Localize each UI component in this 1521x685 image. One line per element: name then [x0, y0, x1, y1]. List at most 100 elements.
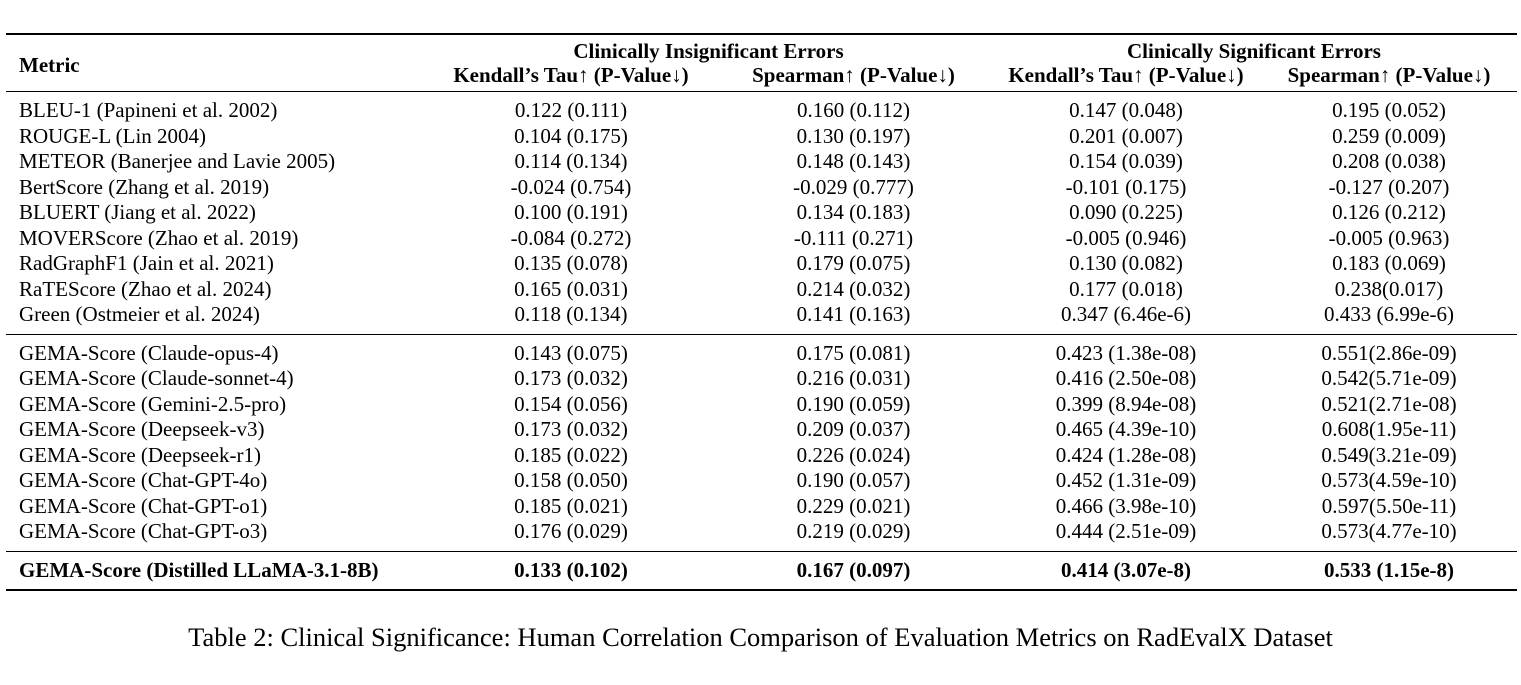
- table-row: RadGraphF1 (Jain et al. 2021) 0.135 (0.07…: [6, 251, 1517, 277]
- table-row: BertScore (Zhang et al. 2019) -0.024 (0.7…: [6, 175, 1517, 201]
- sig-spearman-cell: 0.195 (0.052): [1261, 91, 1517, 124]
- insig-kendall-cell: 0.135 (0.078): [514, 251, 628, 275]
- sig-spearman-cell: 0.573(4.59e-10): [1321, 468, 1457, 492]
- metric-cell: BLUERT (Jiang et al. 2022): [19, 200, 256, 224]
- insig-kendall-cell: 0.100 (0.191): [514, 200, 628, 224]
- metric-cell: BLEU-1 (Papineni et al. 2002): [6, 91, 426, 124]
- insig-kendall-cell: 0.118 (0.134): [514, 302, 628, 326]
- metric-cell: GEMA-Score (Gemini-2.5-pro): [19, 391, 287, 416]
- insig-spearman-cell: 0.190 (0.059): [796, 391, 911, 416]
- sig-spearman-cell: 0.208 (0.038): [1332, 149, 1446, 173]
- table-header: Metric Clinically Insignificant Errors C…: [6, 33, 1517, 92]
- insig-kendall-cell: 0.122 (0.111): [426, 91, 716, 124]
- metric-cell: Green (Ostmeier et al. 2024): [19, 302, 260, 326]
- insig-spearman-cell: 0.130 (0.197): [796, 123, 911, 148]
- insig-spearman-cell: 0.216 (0.031): [796, 366, 911, 390]
- insig-kendall-cell: 0.154 (0.056): [514, 391, 628, 416]
- insig-kendall-cell: 0.165 (0.031): [514, 276, 628, 301]
- sig-spearman-cell: 0.549(3.21e-09): [1321, 442, 1457, 467]
- table-row: METEOR (Banerjee and Lavie 2005) 0.114 (0…: [6, 149, 1517, 175]
- header-group-row: Metric Clinically Insignificant Errors C…: [6, 33, 1517, 92]
- table-row: GEMA-Score (Chat-GPT-4o) 0.158 (0.050) 0.1…: [6, 468, 1517, 494]
- metric-cell: GEMA-Score (Deepseek-r1): [19, 442, 261, 467]
- sig-spearman-cell: 0.521(2.71e-08): [1321, 391, 1457, 416]
- table-row: GEMA-Score (Chat-GPT-o3) 0.176 (0.029) 0.2…: [6, 519, 1517, 551]
- sig-kendall-cell: 0.347 (6.46e-6): [1060, 302, 1192, 326]
- insig-kendall-cell: 0.185 (0.022): [514, 442, 628, 467]
- table-row: RaTEScore (Zhao et al. 2024) 0.165 (0.031…: [6, 277, 1517, 303]
- table-caption: Table 2: Clinical Significance: Human Co…: [188, 622, 1333, 652]
- sig-kendall-cell: -0.005 (0.946): [1065, 225, 1187, 250]
- sig-kendall-cell: 0.090 (0.225): [1069, 200, 1183, 224]
- header-sub-row: Kendall’s Tau↑ (P-Value↓) Spearman↑ (P-V…: [6, 63, 1517, 92]
- insig-kendall-cell: 0.104 (0.175): [514, 123, 628, 148]
- sig-spearman-cell: 0.259 (0.009): [1332, 123, 1446, 148]
- sig-spearman-cell: 0.597(5.50e-11): [1321, 493, 1457, 518]
- insig-spearman-cell: 0.219 (0.029): [796, 519, 911, 543]
- insig-kendall-cell: -0.024 (0.754): [510, 174, 632, 199]
- sig-kendall-cell: 0.130 (0.082): [1069, 251, 1183, 275]
- insig-kendall-cell: 0.133 (0.102): [426, 550, 716, 591]
- sig-kendall-cell: 0.147 (0.048): [991, 91, 1261, 124]
- insig-kendall-cell: 0.143 (0.075): [426, 333, 716, 366]
- table-row: GEMA-Score (Deepseek-v3) 0.173 (0.032) 0.2…: [6, 417, 1517, 443]
- sig-spearman-cell: -0.127 (0.207): [1328, 174, 1450, 199]
- group-header-insignificant: Clinically Insignificant Errors: [426, 33, 991, 63]
- insig-spearman-cell: 0.175 (0.081): [716, 333, 991, 366]
- insig-spearman-cell: 0.190 (0.057): [796, 468, 911, 492]
- insig-spearman-cell: -0.029 (0.777): [793, 174, 914, 199]
- metric-cell: GEMA-Score (Chat-GPT-o1): [19, 493, 268, 518]
- sig-kendall-cell: 0.465 (4.39e-10): [1055, 417, 1197, 441]
- sig-spearman-cell: 0.126 (0.212): [1332, 200, 1446, 224]
- metric-column-header: Metric: [6, 33, 426, 92]
- insig-spearman-cell: 0.214 (0.032): [796, 276, 911, 301]
- gema-score-block: GEMA-Score (Claude-opus-4) 0.143 (0.075) 0…: [6, 333, 1517, 551]
- metric-cell: MOVERScore (Zhao et al. 2019): [19, 225, 299, 250]
- sig-spearman-cell: 0.608(1.95e-11): [1321, 417, 1457, 441]
- insig-kendall-cell: 0.173 (0.032): [514, 366, 628, 390]
- metric-cell: GEMA-Score (Claude-opus-4): [6, 333, 426, 366]
- metric-cell: GEMA-Score (Deepseek-v3): [19, 417, 265, 441]
- table-row: BLUERT (Jiang et al. 2022) 0.100 (0.191) 0…: [6, 200, 1517, 226]
- table-row: MOVERScore (Zhao et al. 2019) -0.084 (0.2…: [6, 226, 1517, 252]
- metric-cell: GEMA-Score (Claude-sonnet-4): [19, 366, 294, 390]
- insig-kendall-cell: 0.158 (0.050): [514, 468, 628, 492]
- table-row: GEMA-Score (Claude-opus-4) 0.143 (0.075) 0…: [6, 333, 1517, 366]
- metric-cell: GEMA-Score (Chat-GPT-4o): [19, 468, 268, 492]
- insig-spearman-cell: 0.148 (0.143): [796, 149, 911, 173]
- sig-spearman-cell: 0.183 (0.069): [1332, 251, 1446, 275]
- results-table-wrapper: Metric Clinically Insignificant Errors C…: [6, 33, 1517, 591]
- insig-kendall-cell: 0.173 (0.032): [514, 417, 628, 441]
- sig-kendall-cell: 0.444 (2.51e-09): [1055, 519, 1197, 543]
- subheader-insig-spearman: Spearman↑ (P-Value↓): [752, 63, 955, 87]
- sig-spearman-cell: 0.551(2.86e-09): [1261, 333, 1517, 366]
- results-table: Metric Clinically Insignificant Errors C…: [6, 33, 1517, 591]
- sig-kendall-cell: 0.154 (0.039): [1069, 149, 1183, 173]
- table-row: GEMA-Score (Distilled LLaMA-3.1-8B) 0.133…: [6, 550, 1517, 591]
- baseline-metrics-block: BLEU-1 (Papineni et al. 2002) 0.122 (0.11…: [6, 91, 1517, 335]
- sig-kendall-cell: 0.414 (3.07e-8): [991, 550, 1261, 591]
- insig-kendall-cell: 0.185 (0.021): [514, 493, 628, 518]
- metric-cell: GEMA-Score (Chat-GPT-o3): [19, 519, 268, 543]
- sig-spearman-cell: 0.542(5.71e-09): [1321, 366, 1457, 390]
- sig-spearman-cell: -0.005 (0.963): [1328, 225, 1450, 250]
- subheader-sig-spearman: Spearman↑ (P-Value↓): [1287, 63, 1491, 87]
- table-row: GEMA-Score (Claude-sonnet-4) 0.173 (0.032…: [6, 366, 1517, 392]
- insig-spearman-cell: 0.167 (0.097): [716, 550, 991, 591]
- insig-spearman-cell: 0.209 (0.037): [796, 417, 911, 441]
- insig-spearman-cell: 0.179 (0.075): [796, 251, 911, 275]
- metric-cell: RadGraphF1 (Jain et al. 2021): [19, 251, 274, 275]
- insig-spearman-cell: 0.160 (0.112): [716, 91, 991, 124]
- sig-kendall-cell: -0.101 (0.175): [1065, 174, 1187, 199]
- table-row: BLEU-1 (Papineni et al. 2002) 0.122 (0.11…: [6, 91, 1517, 124]
- table-row: Green (Ostmeier et al. 2024) 0.118 (0.134…: [6, 302, 1517, 334]
- sig-spearman-cell: 0.433 (6.99e-6): [1323, 302, 1455, 326]
- insig-spearman-cell: 0.134 (0.183): [796, 200, 911, 224]
- insig-kendall-cell: 0.114 (0.134): [514, 149, 628, 173]
- sig-kendall-cell: 0.424 (1.28e-08): [1055, 442, 1197, 467]
- insig-spearman-cell: -0.111 (0.271): [793, 225, 914, 250]
- sig-kendall-cell: 0.452 (1.31e-09): [1055, 468, 1197, 492]
- sig-kendall-cell: 0.423 (1.38e-08): [991, 333, 1261, 366]
- sig-kendall-cell: 0.201 (0.007): [1069, 123, 1183, 148]
- metric-cell: ROUGE-L (Lin 2004): [19, 123, 207, 148]
